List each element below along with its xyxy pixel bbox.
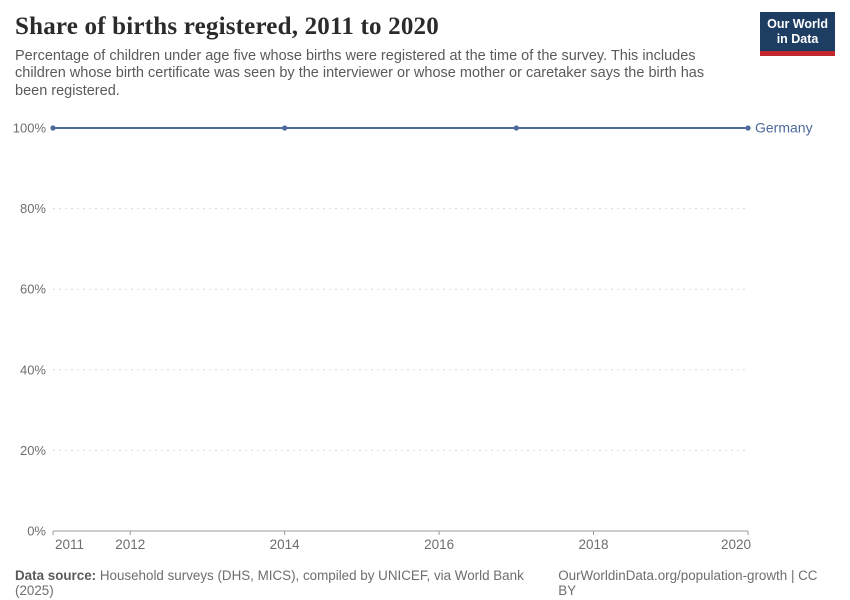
- x-tick-label: 2018: [579, 537, 609, 552]
- y-tick-label: 40%: [20, 362, 46, 377]
- subtitle-line: Percentage of children under age five wh…: [15, 48, 696, 64]
- y-tick-label: 20%: [20, 443, 46, 458]
- chart-subtitle: Percentage of children under age five wh…: [15, 48, 704, 100]
- y-tick-label: 100%: [13, 121, 47, 136]
- subtitle-line: been registered.: [15, 82, 120, 99]
- data-source-text: Household surveys (DHS, MICS), compiled …: [15, 568, 524, 598]
- y-tick-label: 0%: [27, 524, 46, 539]
- logo-line1: Our World: [767, 17, 828, 31]
- x-tick-label: 2014: [270, 537, 301, 552]
- subtitle-line: children whose birth certificate was see…: [15, 65, 705, 82]
- data-point: [745, 125, 751, 131]
- x-tick-label: 2011: [55, 537, 84, 552]
- data-point: [513, 125, 519, 131]
- page-title: Share of births registered, 2011 to 2020: [15, 13, 439, 40]
- data-source-label: Data source:: [15, 568, 100, 583]
- logo-line2: in Data: [776, 32, 819, 47]
- x-tick-label: 2016: [424, 537, 454, 552]
- data-point: [282, 125, 288, 131]
- series-end-label: Germany: [755, 120, 813, 136]
- y-tick-label: 80%: [20, 201, 46, 216]
- chart-footer: Data source: Household surveys (DHS, MIC…: [15, 568, 835, 598]
- data-point: [50, 125, 56, 131]
- y-tick-label: 60%: [20, 282, 46, 297]
- x-tick-label: 2012: [115, 537, 145, 552]
- owid-logo[interactable]: Our World in Data: [760, 12, 835, 56]
- footer-link[interactable]: OurWorldinData.org/population-growth | C…: [558, 568, 818, 598]
- x-tick-label: 2020: [721, 537, 751, 552]
- data-source: Data source: Household surveys (DHS, MIC…: [15, 568, 558, 598]
